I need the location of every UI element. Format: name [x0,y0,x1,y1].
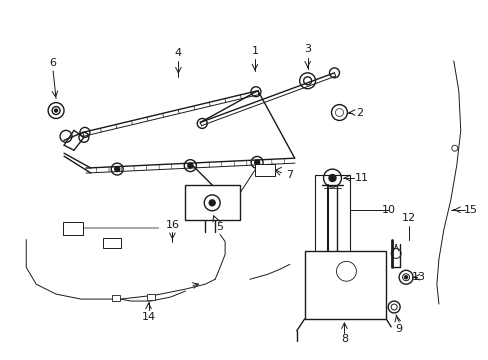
Text: 8: 8 [340,334,347,344]
Text: 13: 13 [411,272,425,282]
Circle shape [254,160,259,165]
Text: 7: 7 [285,170,293,180]
FancyBboxPatch shape [112,295,120,301]
FancyBboxPatch shape [304,251,386,319]
Text: 12: 12 [401,213,415,223]
Text: 10: 10 [382,205,395,215]
Text: 6: 6 [49,58,57,68]
FancyBboxPatch shape [185,185,240,220]
Circle shape [404,276,407,279]
Text: 4: 4 [174,48,182,58]
Text: 3: 3 [304,44,310,54]
Circle shape [55,109,58,112]
Text: 15: 15 [463,205,477,215]
FancyBboxPatch shape [63,222,83,235]
Circle shape [328,175,335,181]
Text: 9: 9 [395,324,402,334]
Text: 11: 11 [354,173,367,183]
Text: 16: 16 [165,220,179,230]
Text: 2: 2 [355,108,362,117]
Circle shape [187,163,192,168]
Text: 1: 1 [251,46,258,56]
FancyBboxPatch shape [254,164,274,176]
FancyBboxPatch shape [102,238,121,248]
FancyBboxPatch shape [146,294,154,300]
Text: 5: 5 [216,222,223,231]
Circle shape [115,167,120,172]
Circle shape [209,200,215,206]
Text: 14: 14 [141,312,155,322]
